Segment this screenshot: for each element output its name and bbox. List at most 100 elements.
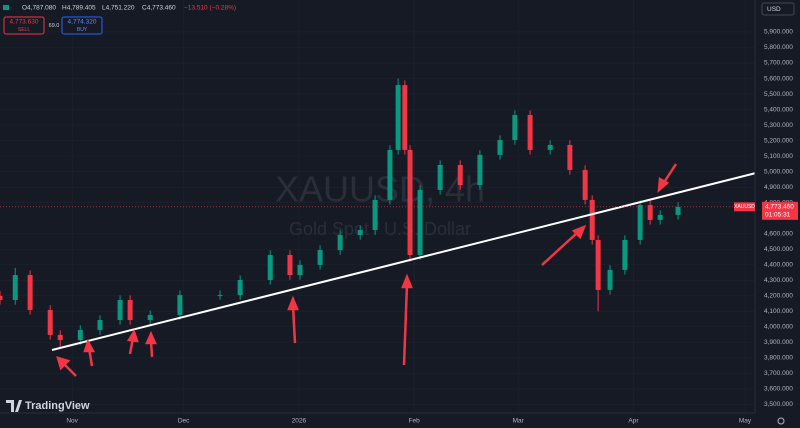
candle-body xyxy=(437,164,443,190)
buy-price[interactable]: 4,774.320 xyxy=(68,19,97,26)
currency-button[interactable] xyxy=(761,2,795,16)
y-tick-label: 5,500.000 xyxy=(764,91,793,98)
candle-body xyxy=(457,164,463,186)
trend-line xyxy=(51,171,761,351)
symbol-tag-text: XAUUSD xyxy=(734,204,755,210)
candle-body xyxy=(127,300,133,321)
y-tick-label: 4,200.000 xyxy=(764,293,793,300)
candle-body xyxy=(177,295,183,316)
candle-body xyxy=(57,334,63,341)
candle-body xyxy=(0,295,3,301)
ohlc-close: C4,773.460 xyxy=(142,5,176,12)
candle-body xyxy=(497,139,503,155)
sell-label[interactable]: SELL xyxy=(18,27,30,33)
candle-body xyxy=(637,205,643,240)
x-tick-label: Nov xyxy=(66,418,78,425)
ohlc-change: −13.510 (−0.28%) xyxy=(184,5,236,12)
candle-body xyxy=(547,144,553,150)
y-tick-label: 5,900.000 xyxy=(764,29,793,36)
candle-body xyxy=(217,295,223,297)
candle-body xyxy=(387,149,393,200)
candle-body xyxy=(357,230,363,235)
ohlc-high: H4,789.405 xyxy=(62,5,96,12)
arrowhead xyxy=(657,176,670,193)
arrowhead xyxy=(126,329,139,343)
candle-body xyxy=(12,275,18,301)
arrowhead xyxy=(401,273,413,289)
arrow xyxy=(541,231,579,266)
y-tick-label: 4,500.000 xyxy=(764,246,793,253)
sell-button[interactable] xyxy=(3,16,45,35)
x-tick-label: May xyxy=(739,418,752,425)
y-tick-label: 4,300.000 xyxy=(764,277,793,284)
candle-body xyxy=(237,279,243,296)
grid xyxy=(0,0,755,413)
candle-body xyxy=(595,239,601,290)
candle-body xyxy=(657,214,663,220)
candle-body xyxy=(27,275,33,310)
currency[interactable]: USD xyxy=(767,6,781,13)
x-tick-label: Feb xyxy=(409,418,421,425)
settings-icon[interactable] xyxy=(777,417,785,425)
x-tick-label: Mar xyxy=(513,418,525,425)
candle-body xyxy=(395,85,401,150)
ohlc-low: L4,751.220 xyxy=(102,5,135,12)
x-tick-label: Apr xyxy=(628,418,639,425)
y-tick-label: 5,600.000 xyxy=(764,75,793,82)
candle-body xyxy=(589,199,595,240)
ohlc-open: O4,787.080 xyxy=(22,5,56,12)
y-tick-label: 5,400.000 xyxy=(764,106,793,113)
candle-body xyxy=(527,115,533,150)
candle-body xyxy=(297,264,303,276)
candle-body xyxy=(47,309,53,335)
candle-body xyxy=(97,320,103,330)
arrowhead xyxy=(571,224,587,240)
spread: 69.0 xyxy=(49,23,60,29)
arrows xyxy=(56,163,678,377)
candle-body xyxy=(567,144,573,170)
candles xyxy=(0,78,681,348)
arrowhead xyxy=(56,356,71,371)
candle-body xyxy=(147,315,153,321)
y-tick-label: 3,800.000 xyxy=(764,355,793,362)
candle-body xyxy=(512,115,518,140)
candle-body xyxy=(407,149,413,256)
arrowhead xyxy=(145,330,157,345)
y-tick-label: 5,200.000 xyxy=(764,137,793,144)
y-tick-label: 4,400.000 xyxy=(764,261,793,268)
candle-body xyxy=(675,206,681,215)
candle-body xyxy=(477,154,483,186)
y-tick-label: 4,600.000 xyxy=(764,230,793,237)
candle-body xyxy=(607,269,613,290)
candle-body xyxy=(77,329,83,341)
price-tag-value: 4,773.460 xyxy=(765,204,794,211)
y-tick-label: 4,900.000 xyxy=(764,184,793,191)
candle-body xyxy=(417,189,423,256)
y-tick-label: 3,700.000 xyxy=(764,370,793,377)
icon xyxy=(3,5,9,10)
arrow xyxy=(402,283,409,366)
brand-logo xyxy=(6,400,22,412)
arrowhead xyxy=(287,295,299,311)
y-tick-label: 5,300.000 xyxy=(764,122,793,129)
x-tick-label: 2026 xyxy=(292,418,307,425)
buy-label[interactable]: BUY xyxy=(77,27,88,33)
candle-body xyxy=(337,234,343,251)
price-tag xyxy=(762,201,798,220)
y-tick-label: 5,700.000 xyxy=(764,60,793,67)
x-tick-label: Dec xyxy=(178,418,190,425)
candle-body xyxy=(317,250,323,265)
candle-body xyxy=(582,169,588,200)
candle-body xyxy=(117,300,123,321)
symbol-tag xyxy=(734,202,755,212)
last-price-tag: XAUUSD 4,773.460 01:05:31 xyxy=(734,201,798,220)
sell-price[interactable]: 4,773.630 xyxy=(10,19,39,26)
candle-body xyxy=(402,85,408,150)
y-tick-label: 5,100.000 xyxy=(764,153,793,160)
buy-button[interactable] xyxy=(61,16,103,35)
candle-body xyxy=(267,255,273,280)
y-tick-label: 3,500.000 xyxy=(764,401,793,408)
